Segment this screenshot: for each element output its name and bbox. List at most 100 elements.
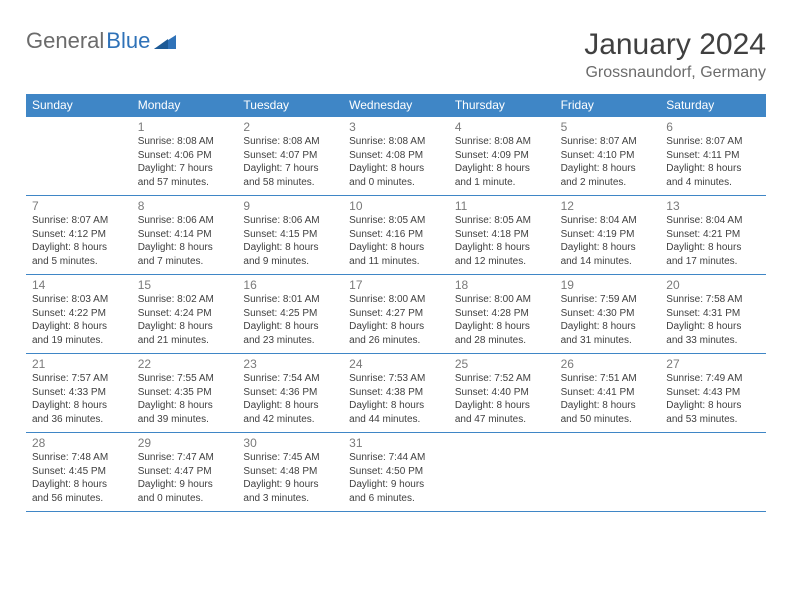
day-cell: 2Sunrise: 8:08 AMSunset: 4:07 PMDaylight…	[237, 117, 343, 195]
day-header-mon: Monday	[132, 94, 238, 117]
day-cell: 1Sunrise: 8:08 AMSunset: 4:06 PMDaylight…	[132, 117, 238, 195]
daylight-line-2: and 17 minutes.	[666, 255, 760, 269]
day-header-row: Sunday Monday Tuesday Wednesday Thursday…	[26, 94, 766, 117]
daylight-line-1: Daylight: 9 hours	[243, 478, 337, 492]
location-text: Grossnaundorf, Germany	[584, 64, 766, 82]
daylight-line-2: and 56 minutes.	[32, 492, 126, 506]
day-number: 4	[455, 120, 549, 134]
sunset-line: Sunset: 4:15 PM	[243, 228, 337, 242]
day-number: 20	[666, 278, 760, 292]
week-row: 21Sunrise: 7:57 AMSunset: 4:33 PMDayligh…	[26, 354, 766, 433]
day-number: 19	[561, 278, 655, 292]
day-number: 2	[243, 120, 337, 134]
sunset-line: Sunset: 4:43 PM	[666, 386, 760, 400]
day-cell: 10Sunrise: 8:05 AMSunset: 4:16 PMDayligh…	[343, 196, 449, 274]
sunrise-line: Sunrise: 7:54 AM	[243, 372, 337, 386]
logo-text-blue: Blue	[106, 28, 150, 54]
sunrise-line: Sunrise: 8:08 AM	[243, 135, 337, 149]
day-cell: 25Sunrise: 7:52 AMSunset: 4:40 PMDayligh…	[449, 354, 555, 432]
sunset-line: Sunset: 4:21 PM	[666, 228, 760, 242]
month-title: January 2024	[584, 28, 766, 62]
daylight-line-1: Daylight: 9 hours	[138, 478, 232, 492]
sunset-line: Sunset: 4:27 PM	[349, 307, 443, 321]
day-number: 14	[32, 278, 126, 292]
sunrise-line: Sunrise: 7:53 AM	[349, 372, 443, 386]
daylight-line-1: Daylight: 8 hours	[138, 241, 232, 255]
sunset-line: Sunset: 4:19 PM	[561, 228, 655, 242]
sunrise-line: Sunrise: 8:06 AM	[138, 214, 232, 228]
day-cell: 26Sunrise: 7:51 AMSunset: 4:41 PMDayligh…	[555, 354, 661, 432]
sunrise-line: Sunrise: 7:58 AM	[666, 293, 760, 307]
day-cell: 29Sunrise: 7:47 AMSunset: 4:47 PMDayligh…	[132, 433, 238, 511]
daylight-line-1: Daylight: 8 hours	[32, 399, 126, 413]
day-cell: 13Sunrise: 8:04 AMSunset: 4:21 PMDayligh…	[660, 196, 766, 274]
day-number: 8	[138, 199, 232, 213]
day-number: 27	[666, 357, 760, 371]
sunrise-line: Sunrise: 8:05 AM	[455, 214, 549, 228]
title-block: January 2024 Grossnaundorf, Germany	[584, 28, 766, 82]
day-cell: 4Sunrise: 8:08 AMSunset: 4:09 PMDaylight…	[449, 117, 555, 195]
sunset-line: Sunset: 4:24 PM	[138, 307, 232, 321]
day-cell: 27Sunrise: 7:49 AMSunset: 4:43 PMDayligh…	[660, 354, 766, 432]
day-cell: 16Sunrise: 8:01 AMSunset: 4:25 PMDayligh…	[237, 275, 343, 353]
sunrise-line: Sunrise: 8:05 AM	[349, 214, 443, 228]
day-number: 13	[666, 199, 760, 213]
sunrise-line: Sunrise: 7:57 AM	[32, 372, 126, 386]
sunset-line: Sunset: 4:41 PM	[561, 386, 655, 400]
day-cell: 31Sunrise: 7:44 AMSunset: 4:50 PMDayligh…	[343, 433, 449, 511]
daylight-line-1: Daylight: 8 hours	[138, 399, 232, 413]
sunrise-line: Sunrise: 8:08 AM	[138, 135, 232, 149]
sunset-line: Sunset: 4:25 PM	[243, 307, 337, 321]
sunset-line: Sunset: 4:06 PM	[138, 149, 232, 163]
day-cell: 8Sunrise: 8:06 AMSunset: 4:14 PMDaylight…	[132, 196, 238, 274]
day-number: 12	[561, 199, 655, 213]
day-header-wed: Wednesday	[343, 94, 449, 117]
daylight-line-2: and 7 minutes.	[138, 255, 232, 269]
page-header: GeneralBlue January 2024 Grossnaundorf, …	[26, 28, 766, 82]
day-cell: 17Sunrise: 8:00 AMSunset: 4:27 PMDayligh…	[343, 275, 449, 353]
sunset-line: Sunset: 4:10 PM	[561, 149, 655, 163]
sunrise-line: Sunrise: 8:07 AM	[666, 135, 760, 149]
sunrise-line: Sunrise: 8:04 AM	[561, 214, 655, 228]
sunrise-line: Sunrise: 7:48 AM	[32, 451, 126, 465]
day-number: 7	[32, 199, 126, 213]
daylight-line-2: and 33 minutes.	[666, 334, 760, 348]
day-cell	[449, 433, 555, 511]
daylight-line-2: and 0 minutes.	[349, 176, 443, 190]
sunrise-line: Sunrise: 8:00 AM	[349, 293, 443, 307]
daylight-line-1: Daylight: 9 hours	[349, 478, 443, 492]
daylight-line-2: and 31 minutes.	[561, 334, 655, 348]
day-cell: 12Sunrise: 8:04 AMSunset: 4:19 PMDayligh…	[555, 196, 661, 274]
daylight-line-2: and 5 minutes.	[32, 255, 126, 269]
daylight-line-2: and 6 minutes.	[349, 492, 443, 506]
day-number: 28	[32, 436, 126, 450]
day-number: 22	[138, 357, 232, 371]
sunset-line: Sunset: 4:12 PM	[32, 228, 126, 242]
sunrise-line: Sunrise: 8:07 AM	[561, 135, 655, 149]
logo: GeneralBlue	[26, 28, 176, 54]
daylight-line-1: Daylight: 8 hours	[455, 399, 549, 413]
week-row: 7Sunrise: 8:07 AMSunset: 4:12 PMDaylight…	[26, 196, 766, 275]
day-header-tue: Tuesday	[237, 94, 343, 117]
daylight-line-1: Daylight: 8 hours	[32, 478, 126, 492]
sunset-line: Sunset: 4:14 PM	[138, 228, 232, 242]
day-cell: 20Sunrise: 7:58 AMSunset: 4:31 PMDayligh…	[660, 275, 766, 353]
week-row: 1Sunrise: 8:08 AMSunset: 4:06 PMDaylight…	[26, 117, 766, 196]
day-cell: 3Sunrise: 8:08 AMSunset: 4:08 PMDaylight…	[343, 117, 449, 195]
sunrise-line: Sunrise: 8:08 AM	[455, 135, 549, 149]
daylight-line-1: Daylight: 8 hours	[349, 399, 443, 413]
logo-triangle-icon	[154, 33, 176, 49]
daylight-line-2: and 3 minutes.	[243, 492, 337, 506]
sunrise-line: Sunrise: 8:01 AM	[243, 293, 337, 307]
daylight-line-2: and 21 minutes.	[138, 334, 232, 348]
daylight-line-1: Daylight: 8 hours	[561, 241, 655, 255]
daylight-line-1: Daylight: 8 hours	[349, 162, 443, 176]
calendar-page: GeneralBlue January 2024 Grossnaundorf, …	[0, 0, 792, 532]
daylight-line-1: Daylight: 8 hours	[349, 320, 443, 334]
day-number: 17	[349, 278, 443, 292]
sunset-line: Sunset: 4:48 PM	[243, 465, 337, 479]
day-number: 5	[561, 120, 655, 134]
sunset-line: Sunset: 4:33 PM	[32, 386, 126, 400]
daylight-line-1: Daylight: 8 hours	[138, 320, 232, 334]
day-cell: 7Sunrise: 8:07 AMSunset: 4:12 PMDaylight…	[26, 196, 132, 274]
